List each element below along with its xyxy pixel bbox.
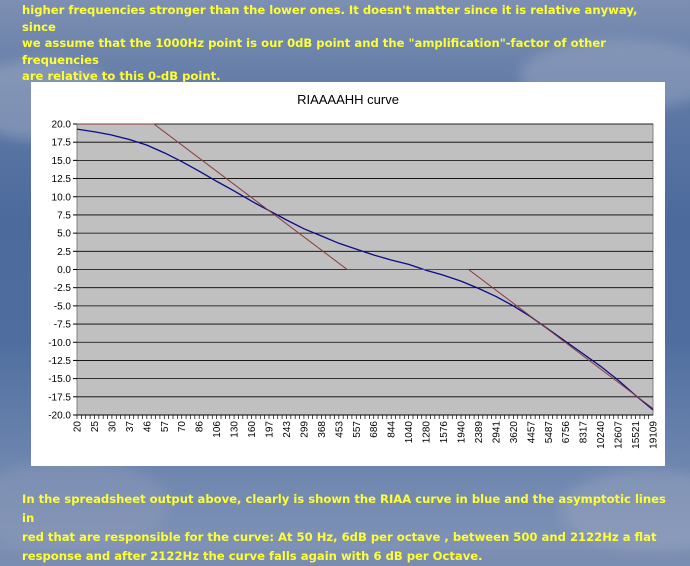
- y-axis-ticks: 20.0 17.5 15.0 12.5 10.0 7.5 5.0 2.5 0.0 -2.5 -5.0…: [48, 120, 77, 422]
- y-tick-label: -10.0: [48, 338, 71, 349]
- x-tick-label: 46: [142, 421, 153, 433]
- series-group: [76, 123, 654, 411]
- x-tick-label: 1940: [457, 421, 468, 444]
- intro-paragraph: higher frequencies stronger than the low…: [22, 2, 672, 85]
- y-tick-label: 10.0: [52, 192, 72, 203]
- x-tick-label: 19109: [649, 421, 660, 449]
- x-tick-label: 70: [177, 421, 188, 433]
- asymptote-line: [77, 123, 654, 409]
- x-tick-label: 6756: [561, 421, 572, 444]
- x-tick-label: 243: [282, 421, 293, 438]
- x-tick-label: 30: [107, 421, 118, 433]
- x-tick-label: 10240: [596, 421, 607, 449]
- intro-line: are relative to this 0-dB point.: [22, 69, 221, 83]
- x-tick-label: 5487: [544, 421, 555, 444]
- y-tick-label: 12.5: [52, 174, 72, 185]
- chart-title: RIAAAAHH curve: [297, 92, 399, 107]
- x-tick-label: 1576: [439, 421, 450, 444]
- x-tick-label: 368: [317, 421, 328, 438]
- riaa-curve-line: [76, 128, 654, 411]
- x-tick-label: 686: [369, 421, 380, 438]
- x-tick-label: 2941: [491, 421, 502, 444]
- explanation-paragraph: In the spreadsheet output above, clearly…: [22, 490, 672, 566]
- y-tick-label: 15.0: [52, 156, 72, 167]
- x-tick-label: 130: [230, 421, 241, 438]
- y-tick-label: 0.0: [57, 265, 71, 276]
- gridlines: [77, 123, 653, 416]
- explanation-line: In the spreadsheet output above, clearly…: [22, 492, 666, 525]
- cloud-3: [0, 460, 170, 550]
- x-tick-label: 1280: [422, 421, 433, 444]
- explanation-line: response and after 2122Hz the curve fall…: [22, 549, 483, 563]
- x-tick-label: 20: [73, 421, 84, 433]
- x-tick-label: 299: [299, 421, 310, 438]
- x-tick-label: 86: [195, 421, 206, 433]
- y-tick-label: -7.5: [54, 320, 72, 331]
- x-tick-label: 1040: [404, 421, 415, 444]
- x-tick-label: 2389: [474, 421, 485, 444]
- intro-line: higher frequencies stronger than the low…: [22, 3, 638, 34]
- x-tick-label: 8317: [579, 421, 590, 444]
- x-tick-label: 3620: [509, 421, 520, 444]
- y-tick-label: 2.5: [57, 247, 71, 258]
- y-tick-label: 5.0: [57, 229, 71, 240]
- y-tick-label: -17.5: [48, 392, 71, 403]
- y-tick-label: 17.5: [52, 138, 72, 149]
- x-tick-label: 37: [125, 421, 136, 433]
- x-tick-label: 15521: [631, 421, 642, 449]
- y-tick-label: -20.0: [48, 411, 71, 422]
- x-tick-label: 197: [265, 421, 276, 438]
- y-tick-label: 20.0: [52, 120, 72, 131]
- x-tick-label: 12607: [614, 421, 625, 449]
- x-tick-label: 57: [160, 421, 171, 433]
- y-tick-label: -12.5: [48, 356, 71, 367]
- intro-line: we assume that the 1000Hz point is our 0…: [22, 36, 606, 67]
- y-tick-label: -15.0: [48, 374, 71, 385]
- x-tick-label: 453: [334, 421, 345, 438]
- y-tick-label: -2.5: [54, 283, 72, 294]
- x-tick-label: 557: [352, 421, 363, 438]
- y-tick-label: 7.5: [57, 210, 71, 221]
- x-tick-label: 160: [247, 421, 258, 438]
- x-tick-label: 4457: [526, 421, 537, 444]
- x-tick-label: 844: [387, 421, 398, 438]
- y-tick-label: -5.0: [54, 301, 72, 312]
- riaa-chart: RIAAAAHH curve 20.0 17.5 15.0 12.5 10.0 7.5 5.…: [48, 92, 660, 449]
- x-tick-label: 25: [90, 421, 101, 433]
- explanation-line: red that are responsible for the curve: …: [22, 530, 657, 544]
- riaa-chart-panel: RIAAAAHH curve 20.0 17.5 15.0 12.5 10.0 7.5 5.…: [31, 82, 665, 466]
- x-axis-ticks: 20 25 30 37 46 57 70 86 106 130 160 197 243 299 368 453…: [73, 414, 660, 449]
- x-tick-label: 106: [212, 421, 223, 438]
